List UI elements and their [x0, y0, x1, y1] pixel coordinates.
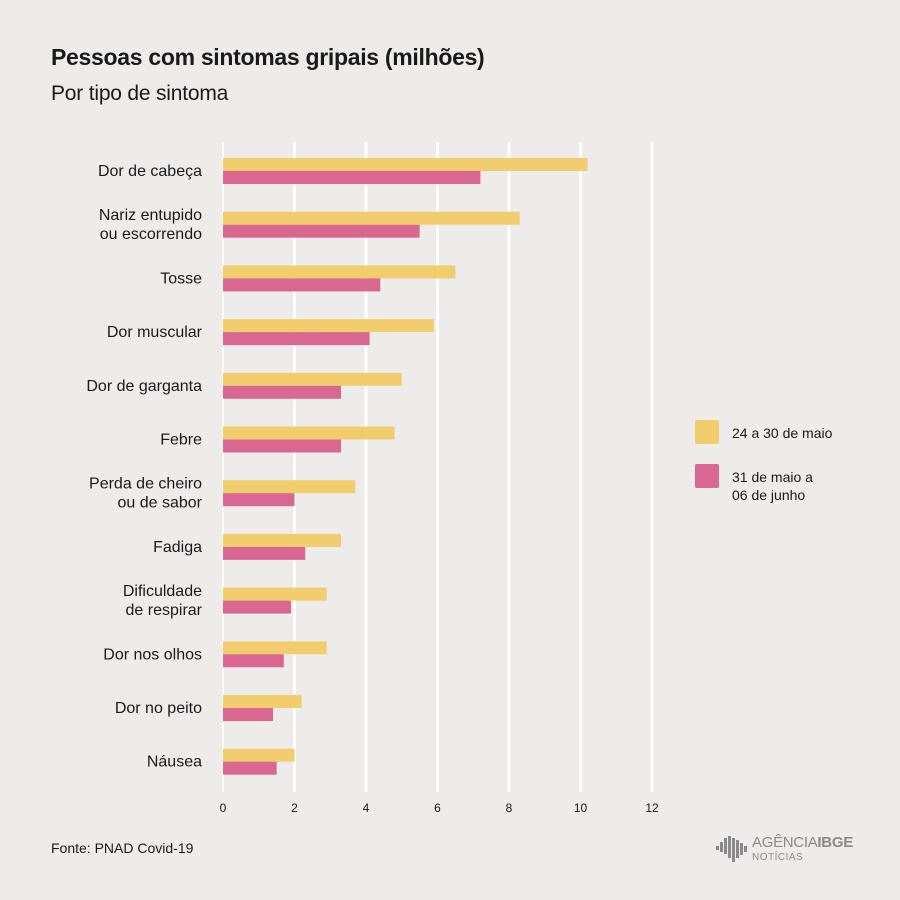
category-label-3: Dor muscular — [107, 324, 203, 341]
bar-2-3 — [223, 332, 370, 346]
logo-brand-text: AGÊNCIAIBGE — [752, 834, 853, 851]
category-label-1-line-1: ou escorrendo — [100, 226, 202, 243]
bar-2-6 — [223, 493, 295, 507]
x-tick-label-0: 0 — [220, 801, 227, 815]
legend-label-series-2: 31 de maio a 06 de junho — [732, 469, 813, 503]
bar-2-5 — [223, 439, 341, 453]
x-tick-label-2: 2 — [291, 801, 298, 815]
bar-1-3 — [223, 319, 434, 333]
bar-1-1 — [223, 211, 520, 225]
bar-1-6 — [223, 480, 356, 494]
bar-2-8 — [223, 600, 291, 614]
logo-brand-agencia: AGÊNCIA — [752, 834, 818, 851]
bar-1-5 — [223, 426, 395, 440]
x-tick-label-12: 12 — [645, 801, 659, 815]
bar-1-7 — [223, 533, 341, 547]
category-label-0: Dor de cabeça — [98, 163, 202, 180]
bar-2-10 — [223, 708, 274, 721]
legend-swatch-series-1 — [695, 420, 719, 444]
category-label-8-line-1: de respirar — [126, 602, 203, 619]
legend-swatch-series-2 — [695, 464, 719, 488]
x-tick-label-8: 8 — [506, 801, 513, 815]
category-label-6-line-1: ou de sabor — [117, 495, 202, 512]
logo-subtitle: NOTÍCIAS — [752, 852, 804, 863]
bar-2-1 — [223, 224, 420, 238]
bar-2-9 — [223, 654, 284, 668]
chart-title: Pessoas com sintomas gripais (milhões) — [51, 44, 485, 70]
logo-brand-ibge: IBGE — [817, 834, 853, 851]
category-label-7: Fadiga — [153, 539, 202, 556]
bar-1-9 — [223, 641, 327, 655]
category-label-10: Dor no peito — [115, 700, 202, 717]
bar-1-11 — [223, 748, 295, 762]
bar-1-2 — [223, 265, 456, 279]
bar-1-4 — [223, 372, 402, 386]
bar-1-0 — [223, 158, 588, 171]
x-tick-label-6: 6 — [434, 801, 441, 815]
chart-subtitle: Por tipo de sintoma — [51, 82, 229, 105]
bar-2-0 — [223, 171, 481, 184]
category-label-8-line-0: Dificuldade — [123, 583, 202, 600]
category-label-2: Tosse — [160, 270, 202, 287]
bar-2-7 — [223, 546, 306, 560]
category-label-6-line-0: Perda de cheiro — [89, 476, 202, 493]
bar-2-4 — [223, 385, 341, 399]
category-label-9: Dor nos olhos — [103, 646, 202, 663]
source-note: Fonte: PNAD Covid-19 — [51, 840, 194, 856]
x-tick-label-10: 10 — [574, 801, 588, 815]
category-label-1-line-0: Nariz entupido — [99, 207, 202, 224]
category-label-11: Náusea — [147, 754, 202, 771]
legend-label-series-1: 24 a 30 de maio — [732, 425, 833, 441]
category-label-4: Dor de garganta — [86, 378, 202, 395]
bar-2-2 — [223, 278, 381, 292]
ibge-logo-mark-icon — [716, 836, 747, 862]
x-tick-label-4: 4 — [363, 801, 370, 815]
bar-1-8 — [223, 587, 327, 601]
bar-1-10 — [223, 695, 302, 708]
agencia-ibge-logo: AGÊNCIAIBGE NOTÍCIAS — [716, 832, 856, 868]
category-label-5: Febre — [160, 432, 202, 449]
bar-2-11 — [223, 761, 277, 775]
